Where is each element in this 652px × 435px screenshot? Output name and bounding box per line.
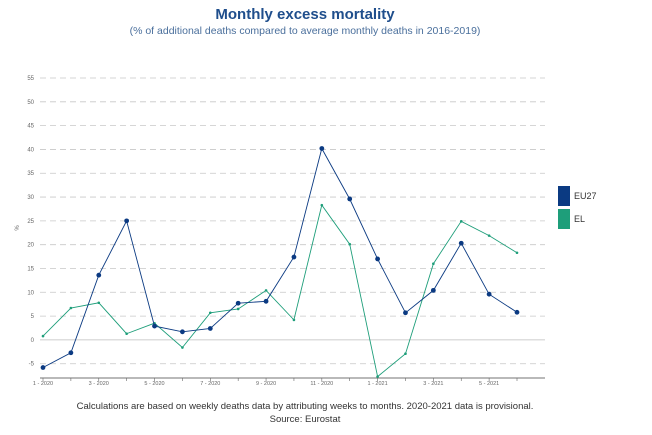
legend-item-eu27[interactable]: EU27 [558,186,597,206]
data-point-eu27 [430,287,436,293]
data-point-el [97,301,101,305]
data-point-el [292,318,296,322]
legend-label-el: EL [574,214,586,224]
data-point-el [125,332,128,336]
data-point-eu27 [375,256,380,262]
data-point-el [515,251,519,255]
data-point-eu27 [486,291,492,297]
data-point-el [236,307,240,311]
data-point-eu27 [40,365,46,370]
y-tick-label: 20 [27,243,34,249]
legend-label-eu27: EU27 [574,191,597,201]
x-tick-label: 1 - 2020 [33,381,53,387]
x-tick-label: 7 - 2020 [200,381,220,387]
line-chart: -5 0 5 10 15 20 25 30 35 40 45 50 55% 1 - 2020 3 - 202… [15,76,545,387]
data-point-eu27 [235,300,241,306]
legend-swatch-el [558,209,570,229]
legend: EU27 EL [558,186,597,232]
x-tick-label: 5 - 2020 [144,381,164,387]
data-point-el [459,220,463,223]
data-point-eu27 [152,323,157,329]
y-tick-label: 50 [27,100,34,106]
y-tick-label: 45 [27,124,34,130]
data-point-eu27 [319,146,325,151]
data-point-el [264,289,268,292]
y-tick-label: 15 [27,266,34,272]
series-line-eu27 [42,147,518,368]
data-point-eu27 [207,326,213,331]
data-point-eu27 [347,196,353,202]
y-tick-label: 35 [27,171,34,177]
data-point-eu27 [124,218,130,224]
y-tick-label: 0 [31,338,35,344]
x-tick-label: 11 - 2020 [310,381,333,387]
data-point-eu27 [180,329,185,335]
footnote-source: Source: Eurostat [269,414,341,425]
data-point-el [41,334,45,338]
data-point-el [404,352,407,356]
data-point-el [181,346,184,349]
y-tick-label: 5 [31,314,35,320]
series-line-el [42,204,518,378]
data-point-el [320,203,324,207]
y-axis-label: % [15,225,21,231]
x-tick-label: 3 - 2021 [423,381,443,387]
legend-item-el[interactable]: EL [558,209,597,229]
legend-swatch-eu27 [558,186,570,206]
data-point-el [348,242,352,246]
y-tick-label: 55 [27,76,34,82]
x-tick-label: 5 - 2021 [479,381,499,387]
y-tick-label: -5 [29,362,35,368]
footnote: Calculations are based on weekly deaths … [0,400,610,426]
y-tick-label: 25 [27,219,34,225]
data-point-eu27 [96,272,102,278]
data-point-eu27 [263,298,269,304]
data-point-el [487,234,491,237]
chart-subtitle: (% of additional deaths compared to aver… [129,25,481,37]
x-tick-label: 3 - 2020 [89,381,109,387]
footnote-note: Calculations are based on weekly deaths … [76,401,534,412]
data-point-el [376,375,379,378]
x-tick-label: 9 - 2020 [256,381,276,387]
data-point-eu27 [68,350,74,356]
data-point-el [69,306,73,310]
y-tick-label: 40 [27,147,34,153]
data-point-eu27 [291,254,297,260]
x-tick-label: 1 - 2021 [367,381,387,387]
data-point-eu27 [403,310,408,316]
data-point-el [208,311,212,315]
y-tick-label: 10 [27,290,34,296]
y-tick-label: 30 [27,195,34,201]
data-point-eu27 [458,240,464,246]
chart-title: Monthly excess mortality [215,6,395,23]
data-point-el [432,262,435,266]
data-point-eu27 [514,309,520,315]
